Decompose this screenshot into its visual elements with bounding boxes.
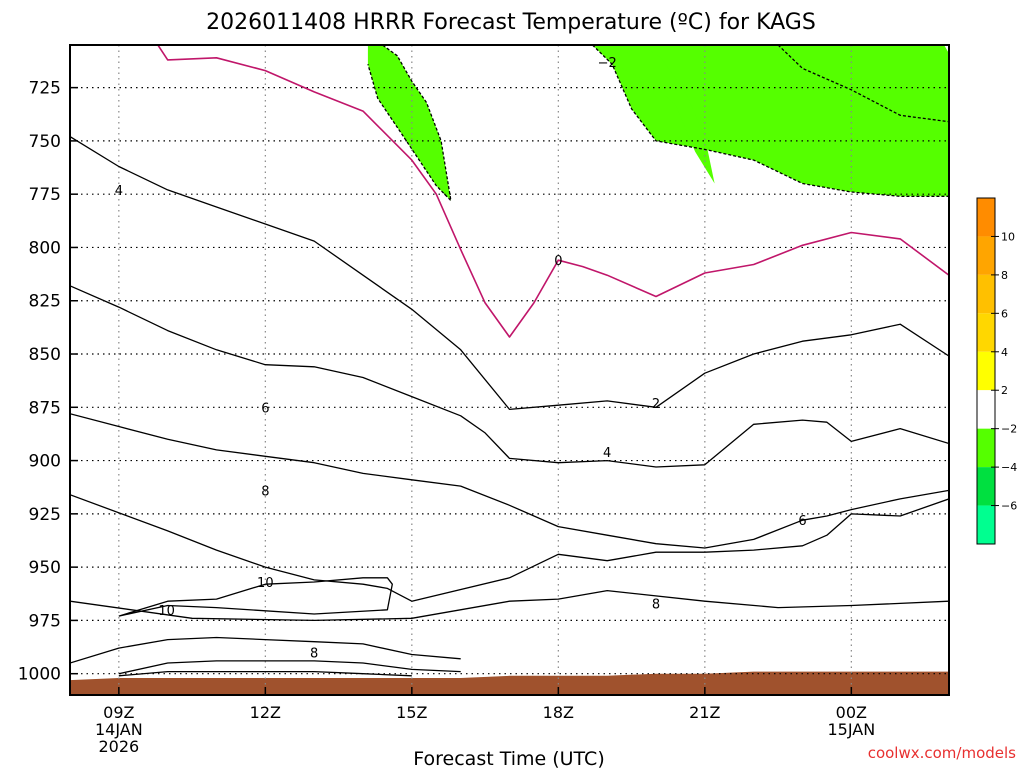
region-m4-m2-7 <box>592 45 949 197</box>
contour-label-6: 0 <box>554 254 562 269</box>
x-tick-label-4-0: 21Z <box>689 703 720 722</box>
contour-labels: 4 6 8 10 10 8 0 2 4 6 8 −2 <box>115 56 807 661</box>
credit-text[interactable]: coolwx.com/models <box>868 744 1016 762</box>
colorbar: 10 8 6 4 2 −2 −4 −6 <box>976 197 1017 545</box>
x-tick-label-1-0: 12Z <box>250 703 281 722</box>
y-axis: 725 750 775 800 825 850 875 900 925 950 975 1000 <box>18 79 78 685</box>
y-tick-label-725: 725 <box>29 79 61 99</box>
colorbar-tick-label-7: −6 <box>1001 500 1017 513</box>
isotherm-2-1 <box>70 136 949 411</box>
colorbar-tick-label-5: −2 <box>1001 423 1017 436</box>
colorbar-bin-6 <box>977 428 995 468</box>
y-tick-label-975: 975 <box>29 611 61 631</box>
region-m2-2-5 <box>70 45 949 695</box>
chart-title: 2026011408 HRRR Forecast Temperature (ºC… <box>206 10 816 35</box>
region-m4-m2-6 <box>367 45 451 201</box>
colorbar-bin-1 <box>977 236 995 275</box>
region-m4-m2-8 <box>609 45 715 184</box>
contour-label-9: 6 <box>798 514 806 529</box>
y-tick-label-850: 850 <box>29 345 61 365</box>
contour-label-5: 8 <box>310 646 318 661</box>
contour-label-4: 10 <box>158 604 175 619</box>
isotherm-m2-12 <box>777 45 949 123</box>
y-tick-label-1000: 1000 <box>18 665 61 685</box>
colorbar-bin-4 <box>977 351 995 391</box>
colorbar-bin-3 <box>977 313 995 352</box>
contour-label-7: 2 <box>652 397 660 412</box>
colorbar-tick-label-1: 8 <box>1001 269 1008 282</box>
x-tick-label-2-0: 15Z <box>396 703 427 722</box>
x-tick-label-0-1: 14JAN <box>95 720 143 739</box>
x-tick-label-0-2: 2026 <box>98 737 139 756</box>
colorbar-bin-0 <box>977 198 995 237</box>
isotherm-m2-10 <box>367 45 452 202</box>
contour-label-2: 8 <box>261 484 269 499</box>
x-tick-label-5-1: 15JAN <box>827 720 875 739</box>
colorbar-bin-5 <box>977 390 995 429</box>
contour-label-3: 10 <box>257 576 274 591</box>
contour-label-8: 4 <box>603 446 611 461</box>
x-tick-label-5-0: 00Z <box>836 703 867 722</box>
isotherm-10-6 <box>118 577 393 617</box>
colorbar-frame <box>976 197 996 545</box>
y-tick-label-900: 900 <box>29 452 61 472</box>
colorbar-tick-label-3: 4 <box>1001 346 1008 359</box>
isotherm-10-5 <box>70 589 949 622</box>
y-tick-label-825: 825 <box>29 292 61 312</box>
y-tick-label-925: 925 <box>29 505 61 525</box>
colorbar-tick-label-6: −4 <box>1001 461 1017 474</box>
isotherm-8-8 <box>118 660 461 675</box>
x-axis-label: Forecast Time (UTC) <box>413 748 604 768</box>
contour-label-1: 6 <box>261 401 269 416</box>
isotherm-m2-11 <box>592 45 949 197</box>
plot-frame <box>69 44 950 696</box>
isotherm-8-9 <box>118 670 412 677</box>
region-ground-9 <box>70 671 949 695</box>
grid-lines <box>70 45 949 695</box>
colorbar-bin-2 <box>977 274 995 314</box>
colorbar-bin-7 <box>977 467 995 506</box>
isotherm-lines <box>70 45 949 677</box>
isotherm-0-0 <box>157 45 949 338</box>
isotherm-8-7 <box>70 636 461 664</box>
colorbar-bin-8 <box>977 505 995 544</box>
filled-regions <box>70 45 949 695</box>
x-tick-label-0-0: 09Z <box>103 703 134 722</box>
contour-label-10: 8 <box>652 597 660 612</box>
y-tick-label-875: 875 <box>29 398 61 418</box>
contour-label-11: −2 <box>598 56 617 71</box>
colorbar-tick-label-4: 2 <box>1001 384 1008 397</box>
colorbar-tick-label-0: 10 <box>1001 230 1015 243</box>
y-tick-label-800: 800 <box>29 238 61 258</box>
isotherm-4-2 <box>70 285 949 468</box>
colorbar-tick-label-2: 6 <box>1001 307 1008 320</box>
x-tick-label-3-0: 18Z <box>543 703 574 722</box>
isotherm-8-4 <box>70 494 949 602</box>
isotherm-6-3 <box>70 413 949 549</box>
y-tick-label-775: 775 <box>29 185 61 205</box>
y-tick-label-750: 750 <box>29 132 61 152</box>
y-tick-label-950: 950 <box>29 558 61 578</box>
contour-label-0: 4 <box>115 184 123 199</box>
